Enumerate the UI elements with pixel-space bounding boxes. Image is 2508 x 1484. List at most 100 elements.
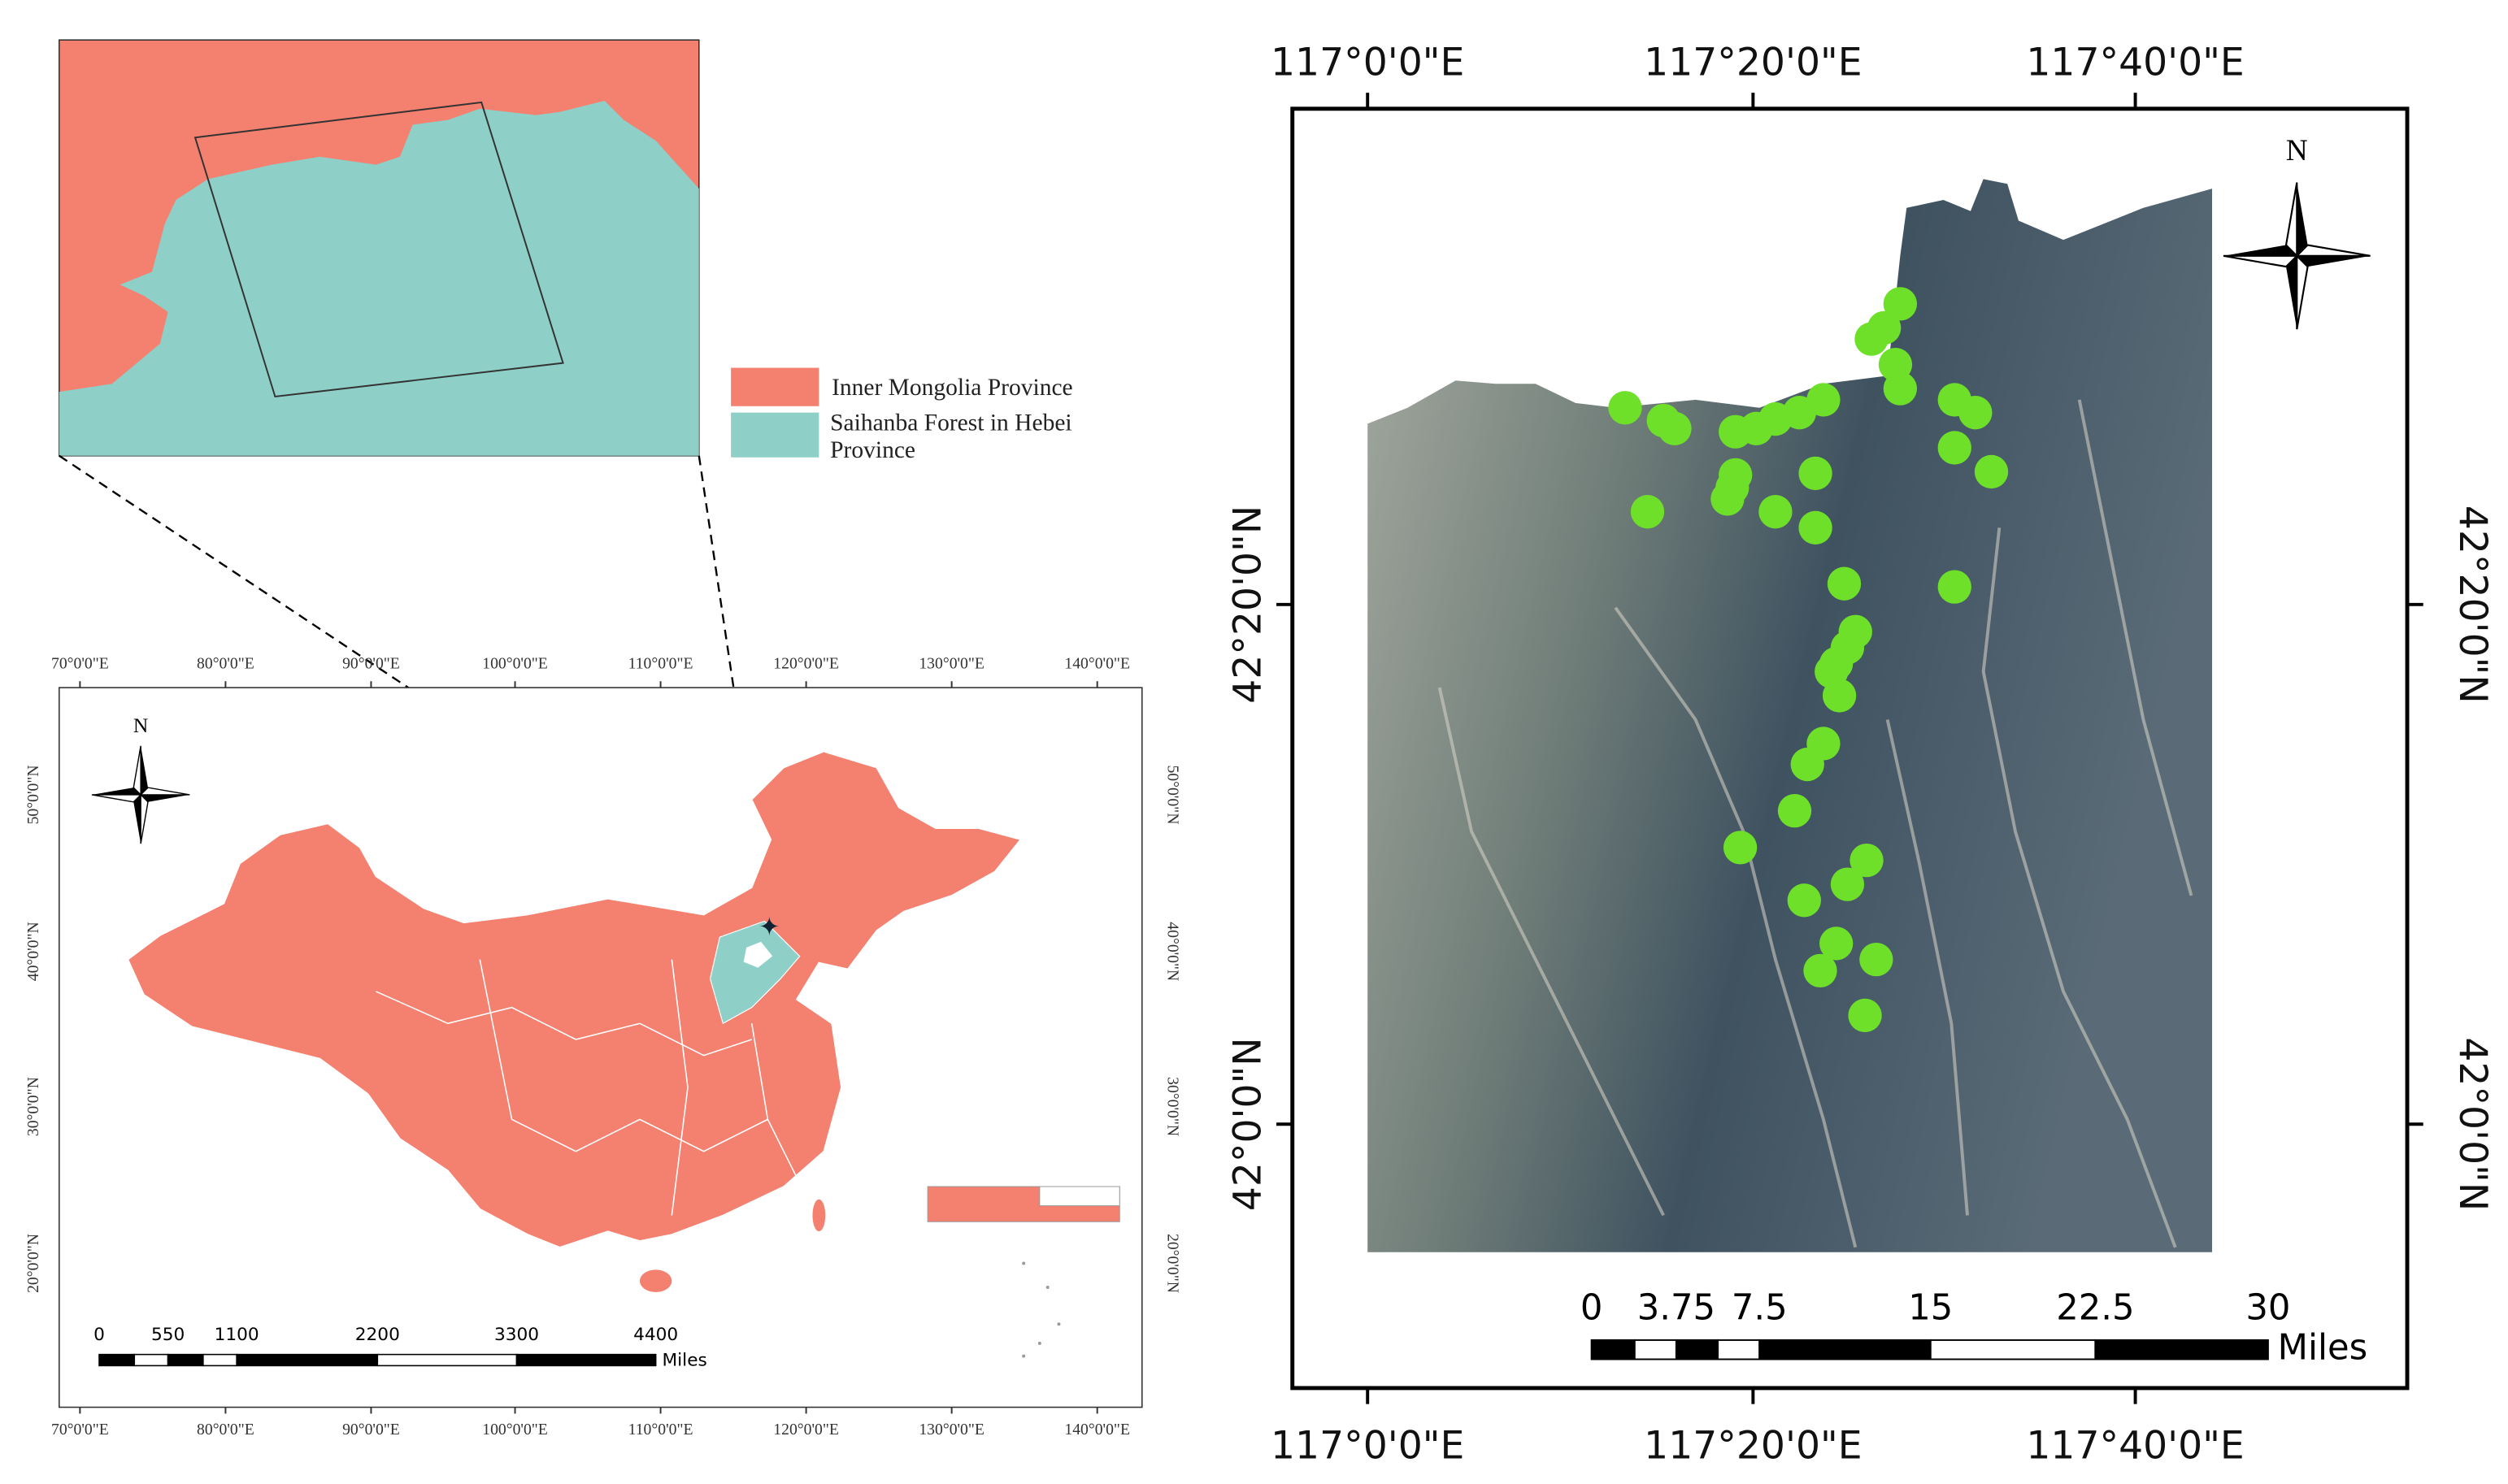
scale-label: 7.5: [1732, 1287, 1788, 1328]
lon-label: 140°0'0"E: [1064, 1421, 1130, 1438]
lon-label: 100°0'0"E: [482, 1421, 548, 1438]
sample-point: [1859, 942, 1893, 977]
lon-label: 70°0'0"E: [51, 1421, 109, 1438]
lat-label: 20°0'0"N: [1163, 1234, 1181, 1293]
scale-label: 22.5: [2056, 1287, 2134, 1328]
scale-bar-segment: [2094, 1339, 2269, 1360]
lat-label: 50°0'0"N: [24, 765, 42, 824]
lat-label: 20°0'0"N: [24, 1234, 42, 1293]
sample-point: [1883, 371, 1918, 406]
scale-label: 3300: [494, 1325, 539, 1345]
lon-label: 130°0'0"E: [919, 1421, 985, 1438]
legend-label: Saihanba Forest in Hebei Province: [830, 410, 1072, 464]
scale-label: 550: [151, 1325, 185, 1345]
lon-label: 80°0'0"E: [197, 1421, 254, 1438]
sample-point: [1849, 843, 1884, 878]
scale-bar-segment: [1717, 1339, 1761, 1360]
scale-bar-segment: [98, 1353, 136, 1367]
sample-point: [1830, 867, 1865, 901]
lon-label: 70°0'0"E: [51, 654, 109, 672]
sample-point: [1937, 570, 1971, 604]
lat-label: 42°20'0"N: [1225, 506, 1270, 704]
china-map: ✦ N 70°0'0"E 70°0'0"E 80°0'0"E 80°0'0"E 90°0…: [24, 654, 1181, 1438]
north-label: N: [133, 714, 148, 737]
scale-bar-segment: [1675, 1339, 1719, 1360]
scale-unit: Miles: [2278, 1328, 2368, 1369]
lon-label: 117°20'0"E: [1644, 1424, 1862, 1469]
sample-point: [1848, 998, 1882, 1033]
lon-label: 100°0'0"E: [482, 654, 548, 672]
legend-swatch: [731, 412, 819, 458]
lon-label: 117°20'0"E: [1644, 40, 1862, 85]
lon-label: 117°0'0"E: [1271, 1424, 1464, 1469]
sample-point: [1608, 391, 1642, 425]
sample-point: [1827, 566, 1862, 601]
sample-point: [1630, 494, 1665, 529]
legend: Inner Mongolia Province Saihanba Forest …: [731, 367, 1073, 464]
sample-point: [1822, 679, 1857, 713]
lon-label: 117°40'0"E: [2026, 1424, 2244, 1469]
scale-bar-segment: [167, 1353, 204, 1367]
scale-bar-segment: [236, 1353, 379, 1367]
legend-label-box: Saihanba Forest in Hebei Province: [830, 410, 1072, 464]
lon-label: 117°40'0"E: [2026, 40, 2244, 85]
sample-point: [1798, 456, 1832, 491]
lon-label: 80°0'0"E: [197, 654, 254, 672]
sample-point: [1787, 883, 1821, 918]
sample-point: [1723, 831, 1758, 865]
scale-label: 3.75: [1637, 1287, 1715, 1328]
scale-label: 0: [1580, 1287, 1603, 1328]
lon-label: 110°0'0"E: [628, 1421, 693, 1438]
scale-bar-segment: [1758, 1339, 1932, 1360]
sample-point: [1758, 494, 1793, 529]
sample-point: [1974, 454, 2009, 489]
scale-label: 0: [93, 1325, 105, 1345]
scale-label: 1100: [215, 1325, 259, 1345]
inset-map: [59, 39, 700, 457]
scale-bar-segment: [202, 1353, 237, 1367]
location-marker: ✦: [758, 913, 780, 942]
lon-label: 90°0'0"E: [342, 1421, 400, 1438]
sample-point: [1790, 747, 1824, 782]
scale-bar-segment: [515, 1353, 657, 1367]
lon-label: 90°0'0"E: [342, 654, 400, 672]
lon-label: 120°0'0"E: [773, 654, 839, 672]
lat-label: 30°0'0"N: [24, 1077, 42, 1136]
lat-label: 42°20'0"N: [2450, 506, 2495, 704]
scale-bar-segment: [1633, 1339, 1677, 1360]
lat-label: 50°0'0"N: [1163, 765, 1181, 824]
lat-label: 40°0'0"N: [24, 922, 42, 981]
sample-point: [1806, 383, 1841, 417]
lon-label: 110°0'0"E: [628, 654, 693, 672]
lon-label: 130°0'0"E: [919, 654, 985, 672]
lat-label: 40°0'0"N: [1163, 922, 1181, 981]
scale-label: 4400: [633, 1325, 678, 1345]
scale-label: 15: [1908, 1287, 1953, 1328]
scale-bar-segment: [1929, 1339, 2097, 1360]
lat-label: 30°0'0"N: [1163, 1077, 1181, 1136]
sample-point: [1958, 395, 1993, 430]
north-label: N: [2286, 134, 2308, 167]
legend-swatch: [731, 367, 819, 406]
scale-bar-segment: [1590, 1339, 1636, 1360]
sample-point: [1883, 287, 1918, 321]
lon-label: 140°0'0"E: [1064, 654, 1130, 672]
scale-unit: Miles: [663, 1350, 707, 1370]
lon-label: 120°0'0"E: [773, 1421, 839, 1438]
sample-point: [1819, 926, 1854, 961]
sample-point: [1710, 482, 1745, 516]
sample-point: [1867, 310, 1902, 345]
sample-point: [1937, 431, 1971, 465]
sample-point: [1803, 953, 1837, 988]
lon-label: 117°0'0"E: [1271, 40, 1464, 85]
sample-point: [1798, 510, 1832, 545]
sample-point: [1777, 793, 1812, 828]
study-map: N 117°0'0"E 117°0'0"E 117°20'0"E 117°20'0"E…: [1225, 40, 2495, 1468]
sample-points: [1608, 287, 2009, 1033]
lat-label: 42°0'0"N: [1225, 1037, 1270, 1211]
scale-bar-segment: [376, 1353, 518, 1367]
scale-label: 2200: [355, 1325, 400, 1345]
scale-bar-segment: [133, 1353, 169, 1367]
